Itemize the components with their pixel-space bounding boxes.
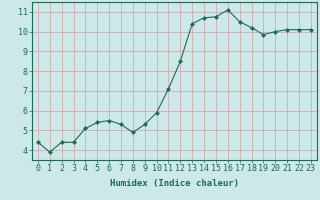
X-axis label: Humidex (Indice chaleur): Humidex (Indice chaleur) bbox=[110, 179, 239, 188]
